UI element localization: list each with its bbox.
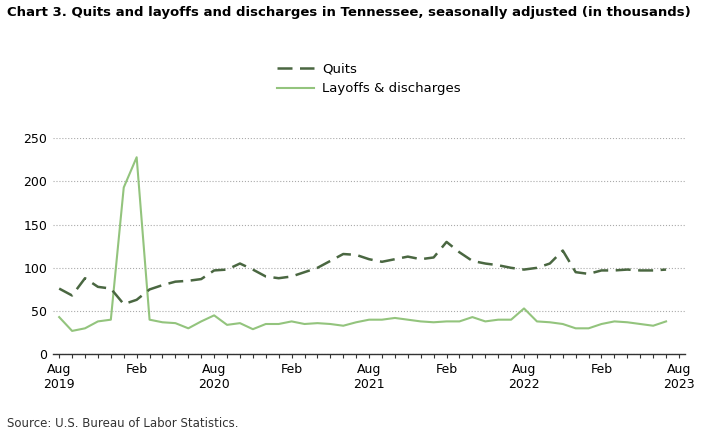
Text: Source: U.S. Bureau of Labor Statistics.: Source: U.S. Bureau of Labor Statistics. xyxy=(7,417,238,430)
Legend: Quits, Layoffs & discharges: Quits, Layoffs & discharges xyxy=(277,63,461,95)
Text: Chart 3. Quits and layoffs and discharges in Tennessee, seasonally adjusted (in : Chart 3. Quits and layoffs and discharge… xyxy=(7,6,691,19)
